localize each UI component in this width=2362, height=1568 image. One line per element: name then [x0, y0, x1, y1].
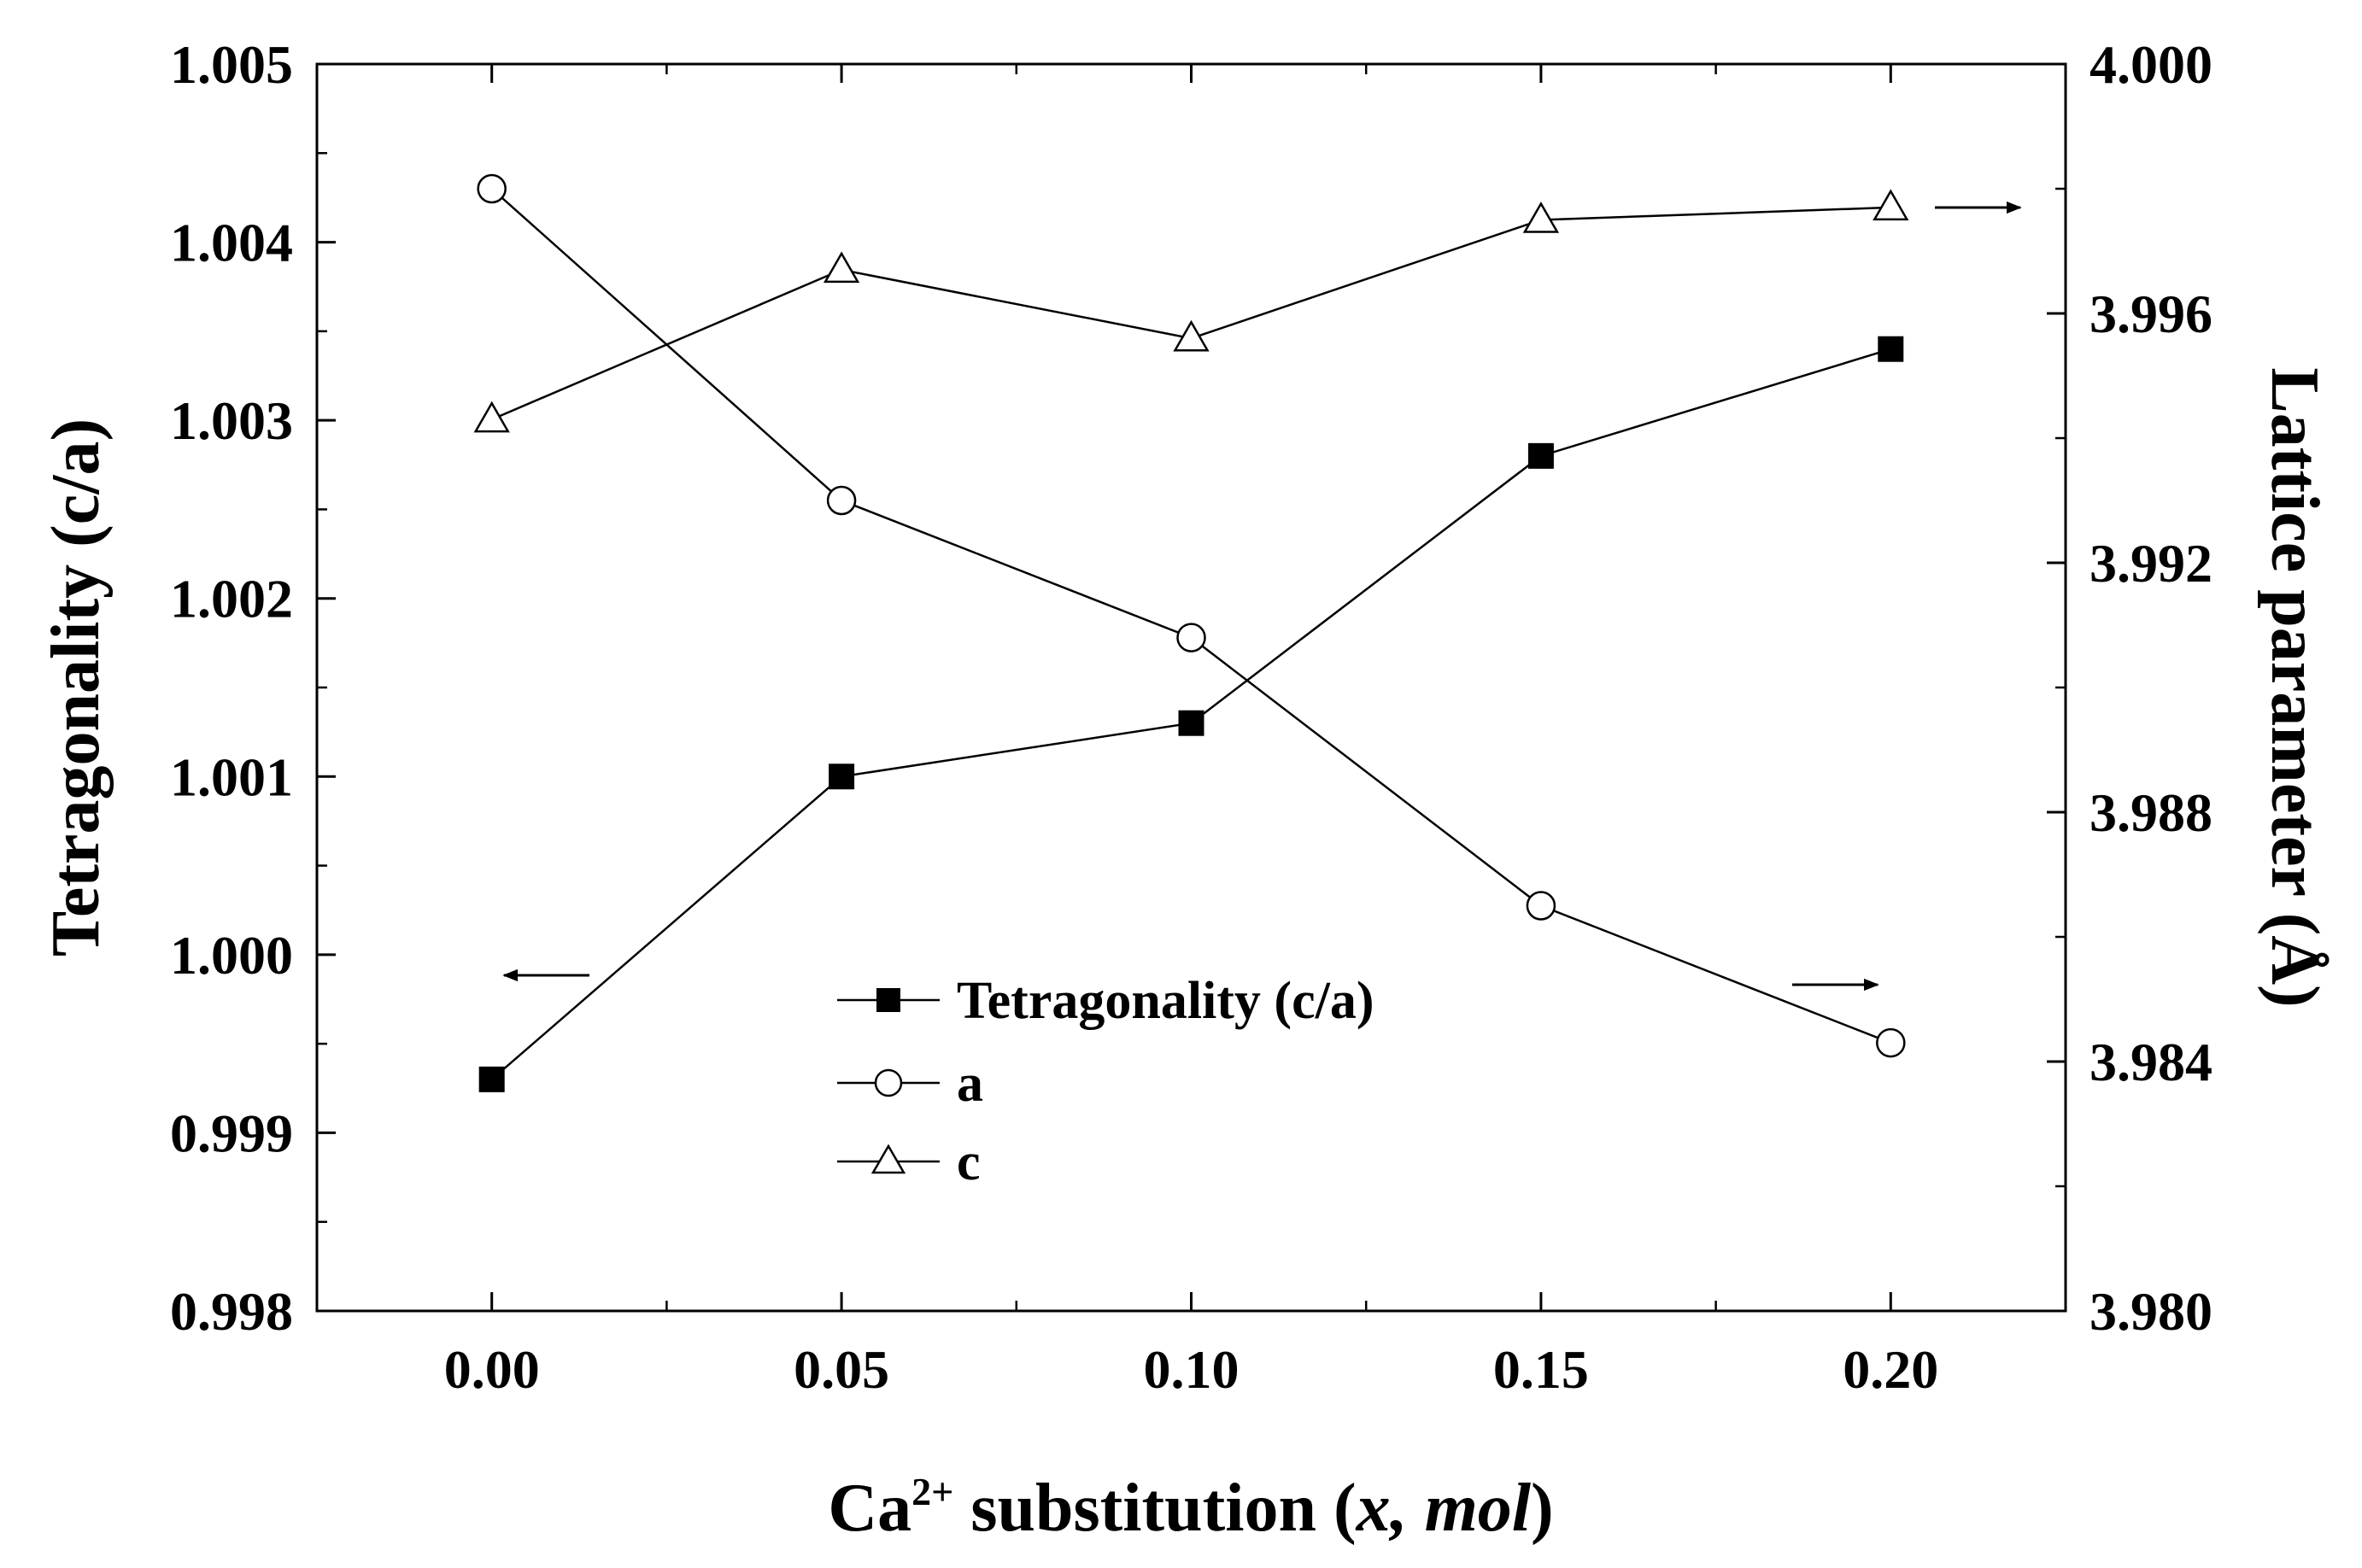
y-right-tick-label: 3.988	[2089, 782, 2213, 843]
x-tick-label: 0.10	[1144, 1339, 1240, 1400]
data-point-tetragonality	[1527, 442, 1554, 469]
data-point-tetragonality	[478, 1066, 505, 1092]
y-right-tick-label: 3.980	[2089, 1281, 2213, 1342]
x-axis-title: Ca2+ substitution (x, mol)	[828, 1470, 1553, 1546]
y-left-tick-label: 1.004	[170, 213, 293, 273]
legend-marker-circle	[874, 1068, 903, 1097]
plot-frame	[315, 62, 2067, 1313]
legend: Tetragonality (c/a) a c	[837, 972, 1374, 1191]
y-left-tick-label: 1.001	[170, 746, 293, 807]
data-point-a	[1876, 1027, 1906, 1058]
data-point-a	[477, 173, 507, 204]
y-right-tick-label: 3.996	[2089, 284, 2213, 344]
y-right-tick-label: 3.992	[2089, 533, 2213, 594]
y-right-tick-label: 4.000	[2089, 34, 2213, 95]
ticks-layer: 0.00 0.05 0.10 0.15 0.20 0.998 0.999 1.000 1.001…	[170, 34, 2213, 1400]
data-point-tetragonality	[1878, 336, 1904, 362]
data-point-c	[473, 401, 510, 433]
y-right-axis-title: Lattice parameter (Å)	[2257, 367, 2332, 1007]
data-point-c	[823, 251, 860, 284]
y-right-tick-label: 3.984	[2089, 1032, 2213, 1092]
legend-label-c: c	[957, 1133, 981, 1191]
x-tick-label: 0.15	[1493, 1339, 1589, 1400]
data-point-tetragonality	[1178, 710, 1204, 736]
y-left-tick-label: 1.000	[170, 925, 293, 986]
y-left-tick-label: 1.003	[170, 390, 293, 451]
x-tick-label: 0.05	[794, 1339, 889, 1400]
legend-label-a: a	[957, 1055, 983, 1113]
y-left-axis-title: Tetragonality (c/a)	[38, 418, 114, 957]
data-point-a	[1176, 623, 1206, 652]
legend-marker-triangle	[870, 1144, 906, 1174]
data-point-tetragonality	[829, 764, 855, 790]
y-left-tick-label: 0.999	[170, 1103, 293, 1163]
data-point-c	[1873, 189, 1909, 221]
x-tick-label: 0.20	[1843, 1339, 1938, 1400]
data-point-c	[1522, 201, 1560, 233]
y-left-tick-label: 1.002	[170, 569, 293, 629]
legend-marker-square	[876, 988, 900, 1012]
series-layer	[473, 173, 1909, 1092]
data-point-a	[1526, 891, 1556, 921]
series-line-c	[491, 206, 1891, 421]
series-line-a	[490, 188, 1891, 1044]
y-left-tick-label: 0.998	[170, 1281, 293, 1342]
data-point-c	[1173, 319, 1210, 352]
y-left-tick-label: 1.005	[170, 34, 293, 95]
x-tick-label: 0.00	[444, 1339, 540, 1400]
data-point-a	[826, 485, 857, 516]
legend-label-tetragonality: Tetragonality (c/a)	[957, 972, 1374, 1030]
